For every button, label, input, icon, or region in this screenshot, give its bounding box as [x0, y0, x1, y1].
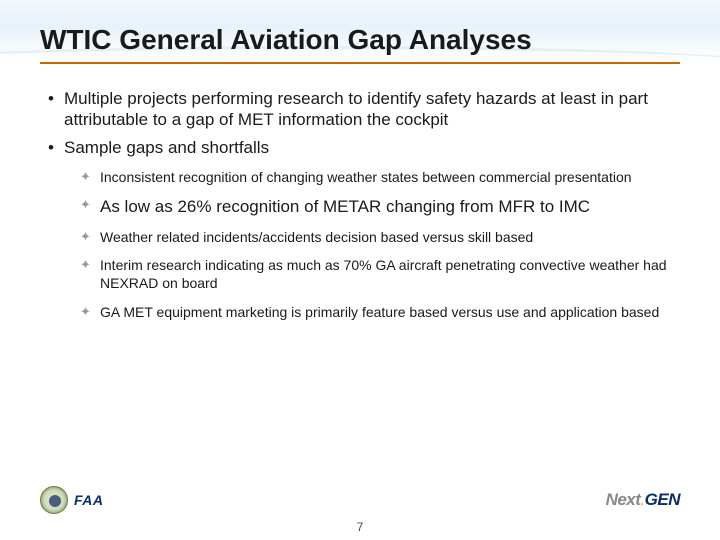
faa-text: FAA	[74, 492, 104, 508]
bullet-marker: •	[40, 137, 64, 158]
bullet-l2: ✦ Inconsistent recognition of changing w…	[80, 168, 680, 186]
bullet-l2: ✦ GA MET equipment marketing is primaril…	[80, 303, 680, 321]
faa-logo: FAA	[40, 486, 104, 514]
bullet-text: Sample gaps and shortfalls	[64, 137, 680, 158]
plus-icon: ✦	[80, 303, 100, 321]
plus-icon: ✦	[80, 196, 100, 218]
bullet-l2: ✦ Interim research indicating as much as…	[80, 256, 680, 292]
nextgen-next: Next	[606, 490, 641, 509]
page-number: 7	[0, 520, 720, 534]
title-underline	[40, 62, 680, 64]
slide-content: • Multiple projects performing research …	[40, 88, 680, 331]
nextgen-gen: GEN	[645, 490, 680, 509]
bullet-text: Inconsistent recognition of changing wea…	[100, 168, 680, 186]
plus-icon: ✦	[80, 228, 100, 246]
bullet-marker: •	[40, 88, 64, 131]
bullet-text: Multiple projects performing research to…	[64, 88, 680, 131]
bullet-text: Interim research indicating as much as 7…	[100, 256, 680, 292]
slide-footer: FAA Next.GEN	[40, 486, 680, 514]
bullet-text: Weather related incidents/accidents deci…	[100, 228, 680, 246]
bullet-text: GA MET equipment marketing is primarily …	[100, 303, 680, 321]
faa-seal-icon	[40, 486, 68, 514]
bullet-l2: ✦ As low as 26% recognition of METAR cha…	[80, 196, 680, 218]
plus-icon: ✦	[80, 256, 100, 292]
bullet-l1: • Multiple projects performing research …	[40, 88, 680, 131]
slide-title: WTIC General Aviation Gap Analyses	[40, 24, 680, 56]
nextgen-logo: Next.GEN	[606, 490, 680, 510]
plus-icon: ✦	[80, 168, 100, 186]
bullet-l2: ✦ Weather related incidents/accidents de…	[80, 228, 680, 246]
bullet-l1: • Sample gaps and shortfalls	[40, 137, 680, 158]
bullet-text: As low as 26% recognition of METAR chang…	[100, 196, 680, 218]
